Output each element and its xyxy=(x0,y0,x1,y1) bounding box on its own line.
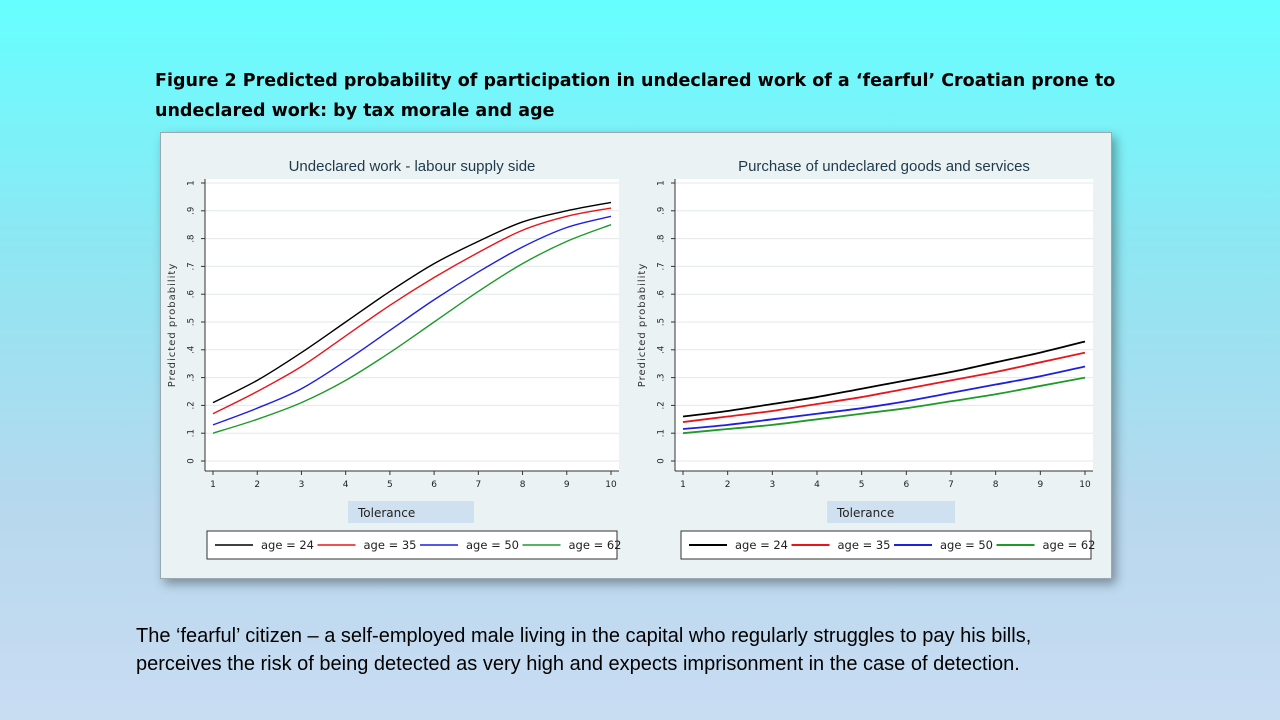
x-tick-label: 4 xyxy=(814,480,820,490)
y-tick-label: .2 xyxy=(657,401,667,409)
y-tick-label: .7 xyxy=(187,262,197,270)
series-line-age-35 xyxy=(212,207,612,415)
x-tick-label: 1 xyxy=(680,480,686,490)
y-tick-label: 1 xyxy=(657,180,667,185)
series-line-age-50 xyxy=(212,215,612,426)
series-line-age-35 xyxy=(682,351,1086,423)
legend-label: age = 35 xyxy=(364,538,417,552)
plot-area xyxy=(675,179,1093,471)
x-tick-label: 8 xyxy=(993,480,999,490)
x-tick-label: 5 xyxy=(387,480,393,490)
x-tick-label: 5 xyxy=(859,480,865,490)
legend-label: age = 50 xyxy=(940,538,993,552)
x-axis-label: Tolerance xyxy=(836,506,894,520)
x-tick-label: 10 xyxy=(1079,480,1091,490)
x-tick-label: 6 xyxy=(431,480,437,490)
y-axis-label: Predicted probability xyxy=(167,263,178,387)
x-tick-label: 10 xyxy=(605,480,617,490)
x-tick-label: 9 xyxy=(1037,480,1043,490)
x-axis-label-box xyxy=(827,501,955,523)
figure-title: Figure 2 Predicted probability of partic… xyxy=(155,66,1155,126)
y-tick-label: .3 xyxy=(657,374,667,382)
y-tick-label: .2 xyxy=(187,401,197,409)
y-tick-label: .4 xyxy=(657,346,667,354)
plot-area xyxy=(205,179,619,471)
y-tick-label: .8 xyxy=(657,235,667,243)
x-tick-label: 3 xyxy=(769,480,775,490)
y-tick-label: .1 xyxy=(187,429,197,437)
y-tick-label: .9 xyxy=(187,207,197,215)
series-line-age-24 xyxy=(682,340,1086,418)
y-tick-label: .8 xyxy=(187,235,197,243)
caption: The ‘fearful’ citizen – a self-employed … xyxy=(136,622,1256,678)
caption-line-1: The ‘fearful’ citizen – a self-employed … xyxy=(136,625,1032,647)
x-tick-label: 2 xyxy=(725,480,731,490)
y-tick-label: .9 xyxy=(657,207,667,215)
y-tick-label: 0 xyxy=(187,458,197,463)
legend-label: age = 50 xyxy=(466,538,519,552)
x-tick-label: 7 xyxy=(948,480,954,490)
y-tick-label: .1 xyxy=(657,429,667,437)
x-axis-label-box xyxy=(348,501,474,523)
chart-1: Undeclared work - labour supply side 0 .1.… xyxy=(165,139,633,569)
chart-title: Purchase of undeclared goods and service… xyxy=(738,158,1030,175)
charts-svg: Undeclared work - labour supply side 0 .1.… xyxy=(165,139,1107,569)
series-line-age-50 xyxy=(682,365,1086,430)
y-tick-label: 1 xyxy=(187,180,197,185)
y-tick-label: .4 xyxy=(187,346,197,354)
x-tick-label: 4 xyxy=(343,480,349,490)
chart-title: Undeclared work - labour supply side xyxy=(289,158,536,175)
y-axis-label: Predicted probability xyxy=(637,263,648,387)
y-tick-label: .6 xyxy=(187,290,197,298)
legend-label: age = 35 xyxy=(838,538,891,552)
y-tick-label: 0 xyxy=(657,458,667,463)
x-tick-label: 8 xyxy=(520,480,526,490)
legend-label: age = 62 xyxy=(1043,538,1096,552)
y-tick-label: .3 xyxy=(187,374,197,382)
caption-line-2: perceives the risk of being detected as … xyxy=(136,653,1020,675)
legend-label: age = 24 xyxy=(261,538,314,552)
x-tick-label: 2 xyxy=(254,480,260,490)
y-tick-label: .6 xyxy=(657,290,667,298)
figure-title-line-1: Figure 2 Predicted probability of partic… xyxy=(155,71,1116,91)
y-tick-label: .5 xyxy=(187,318,197,326)
series-line-age-24 xyxy=(212,201,612,404)
y-tick-label: .5 xyxy=(657,318,667,326)
x-tick-label: 7 xyxy=(475,480,481,490)
legend-label: age = 62 xyxy=(569,538,622,552)
x-tick-label: 1 xyxy=(210,480,216,490)
chart-2: Purchase of undeclared goods and service… xyxy=(635,139,1107,569)
figure-panel: Undeclared work - labour supply side 0 .1.… xyxy=(160,132,1112,579)
x-tick-label: 3 xyxy=(299,480,305,490)
legend-label: age = 24 xyxy=(735,538,788,552)
series-line-age-62 xyxy=(682,376,1086,435)
y-tick-label: .7 xyxy=(657,262,667,270)
x-axis-label: Tolerance xyxy=(357,506,415,520)
series-line-age-62 xyxy=(212,224,612,434)
x-tick-label: 9 xyxy=(564,480,570,490)
figure-title-line-2: undeclared work: by tax morale and age xyxy=(155,101,555,121)
x-tick-label: 6 xyxy=(903,480,909,490)
